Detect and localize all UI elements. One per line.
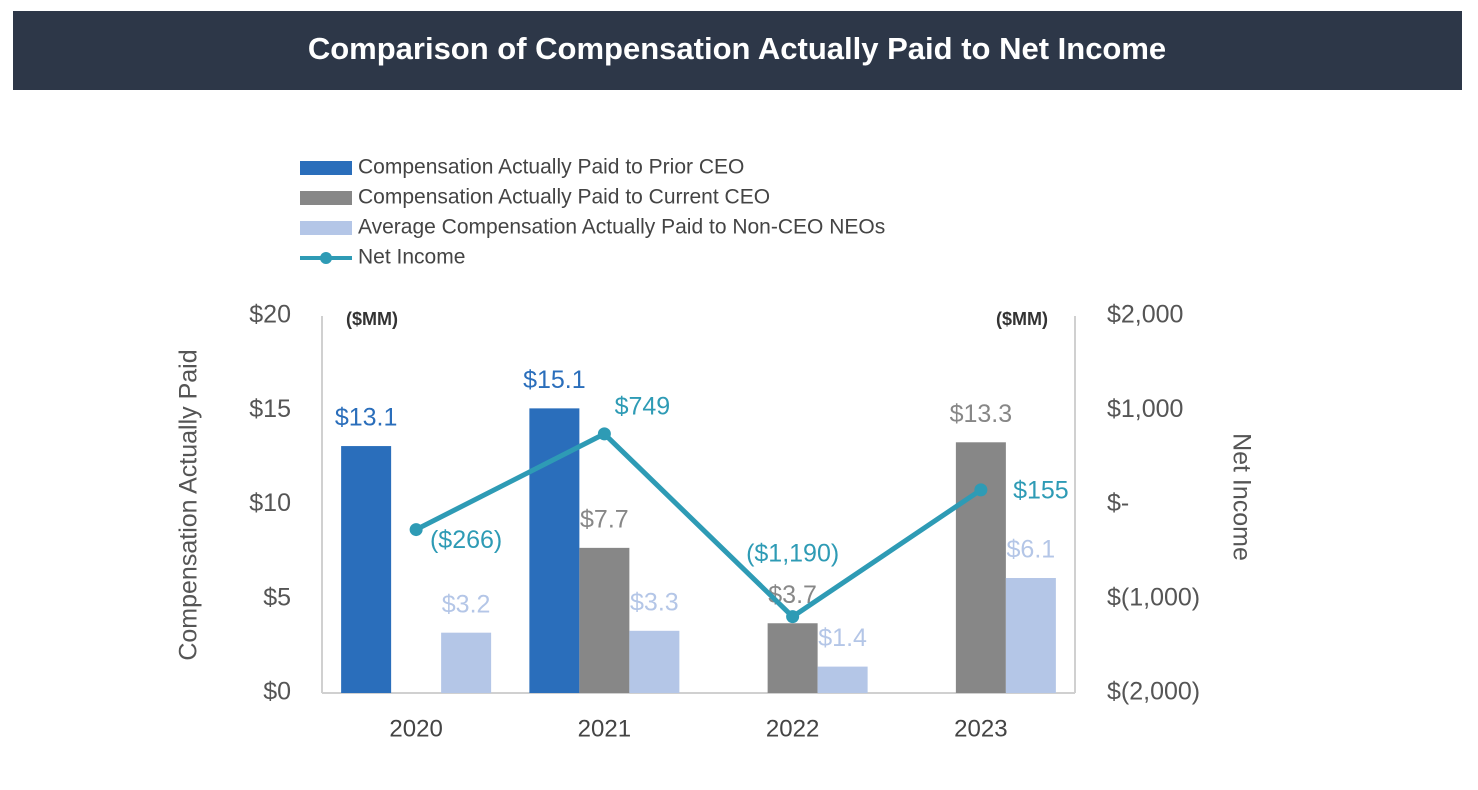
x-tick-label: 2021 [578,715,631,742]
chart-title: Comparison of Compensation Actually Paid… [308,31,1166,66]
y-tick-label: $15 [249,395,291,423]
y2-tick-label: $(2,000) [1107,678,1200,706]
x-tick-label: 2020 [389,715,442,742]
legend-swatch [300,191,352,205]
data-label: $15.1 [523,366,586,394]
legend-swatch [320,252,332,264]
y-tick-label: $5 [263,583,291,611]
y-tick-label: $10 [249,489,291,517]
y-tick-label: $0 [263,678,291,706]
bar [341,446,392,693]
legend-label: Average Compensation Actually Paid to No… [358,216,885,239]
y2-tick-label: $(1,000) [1107,583,1200,611]
data-label: $155 [1013,477,1069,505]
y2-axis-title: Net Income [1227,433,1255,561]
point [597,427,611,441]
data-label: $749 [615,393,671,421]
data-label: ($1,190) [746,539,839,567]
point [974,483,988,497]
point [409,523,423,537]
bar [1005,578,1056,693]
x-tick-label: 2022 [766,715,819,742]
line [414,431,983,620]
data-label: $3.3 [630,588,679,616]
data-label: $1.4 [818,624,867,652]
y2-tick-label: $- [1107,489,1129,517]
legend-swatch [300,221,352,235]
y2-tick-label: $2,000 [1107,301,1183,329]
unit-note: ($MM) [996,309,1048,329]
y2-tick-label: $1,000 [1107,395,1183,423]
title-bar [13,11,1462,90]
bar [767,623,818,693]
legend-swatch [300,161,352,175]
point [786,610,800,624]
data-label: ($266) [430,526,502,554]
legend-label: Compensation Actually Paid to Prior CEO [358,156,744,179]
legend-label: Net Income [358,246,465,269]
unit-note: ($MM) [346,309,398,329]
bar [817,666,868,693]
data-label: $13.3 [950,400,1013,428]
data-label: $6.1 [1007,536,1056,564]
bar [629,630,680,693]
bar [441,632,492,693]
x-tick-label: 2023 [954,715,1007,742]
data-label: $7.7 [580,505,629,533]
bar [579,547,630,693]
y-tick-label: $20 [249,301,291,329]
bar [529,408,580,693]
y-axis-title: Compensation Actually Paid [175,349,203,660]
data-label: $13.1 [335,404,398,432]
bar [955,442,1006,693]
data-label: $3.2 [442,590,491,618]
legend-label: Compensation Actually Paid to Current CE… [358,186,770,209]
